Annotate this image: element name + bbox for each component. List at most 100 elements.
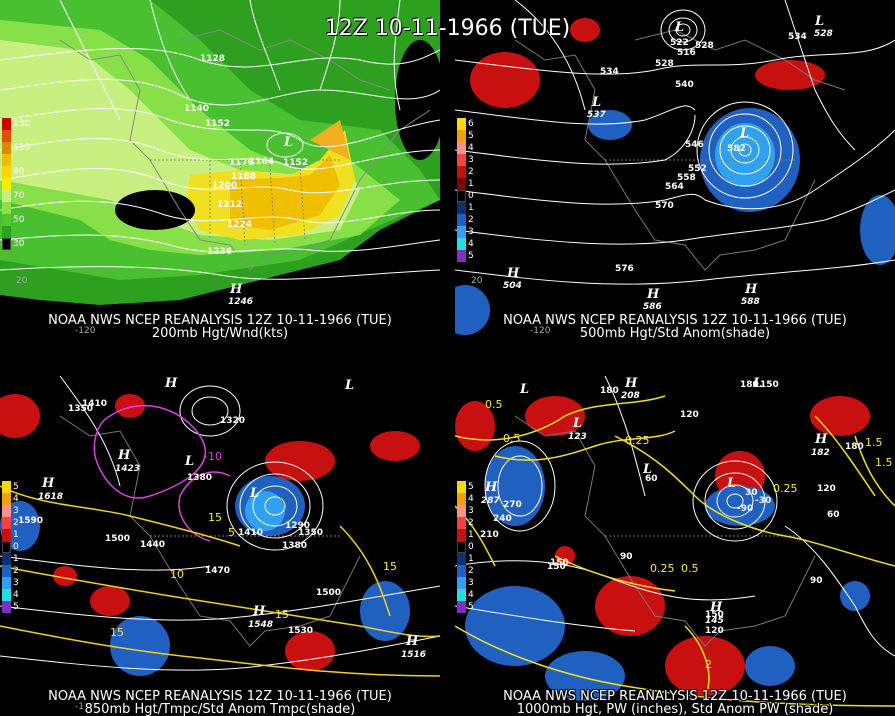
legend-label: 5 — [468, 482, 474, 492]
legend-swatch — [457, 154, 466, 166]
legend-swatch — [457, 601, 466, 613]
temperature-label: -10 — [204, 450, 222, 463]
high-pressure-marker: H — [507, 266, 520, 281]
legend-swatch — [2, 130, 11, 142]
main-title: 12Z 10-11-1966 (TUE) — [324, 16, 571, 41]
legend-swatch — [2, 565, 11, 577]
legend-label: 130 — [13, 119, 31, 129]
contour-label: 30 — [745, 488, 758, 498]
contour-label: 1500 — [105, 534, 131, 544]
contour-label: 564 — [665, 182, 684, 192]
contour-label: 120 — [705, 626, 724, 636]
legend-label: 110 — [13, 143, 31, 153]
legend-swatch — [2, 541, 11, 553]
legend-label: 4 — [468, 143, 474, 153]
extrema-value: 145 — [705, 616, 724, 626]
legend-swatch — [457, 505, 466, 517]
legend-label: 5 — [468, 602, 474, 612]
contour-label: 1212 — [217, 200, 243, 210]
legend-label: 2 — [13, 566, 19, 576]
legend-label: 3 — [13, 578, 19, 588]
legend-label: 1 — [13, 554, 19, 564]
panel-caption-line1: NOAA NWS NCEP REANALYSIS 12Z 10-11-1966 … — [48, 689, 392, 704]
legend-swatch — [2, 493, 11, 505]
low-pressure-marker: L — [753, 376, 763, 391]
contour-label: 1350 — [68, 404, 94, 414]
contour-label: 1152 — [205, 119, 231, 129]
legend-swatch — [457, 202, 466, 214]
legend-label: 1 — [468, 530, 474, 540]
legend-swatch — [2, 154, 11, 166]
legend-swatch — [457, 517, 466, 529]
legend-label: 50 — [13, 215, 25, 225]
pw-label: 0.25 — [773, 482, 798, 495]
legend-swatch — [457, 577, 466, 589]
legend-label: 70 — [13, 191, 25, 201]
low-pressure-marker: L — [520, 382, 530, 397]
pw-label: 1.5 — [865, 436, 883, 449]
temperature-label: 15 — [110, 626, 124, 639]
high-pressure-marker: H — [625, 376, 638, 391]
legend-label: 1 — [468, 179, 474, 189]
longitude-label: -120 — [530, 326, 551, 336]
contour-label: 1440 — [140, 540, 166, 550]
contour-label: 1350 — [298, 528, 324, 538]
contour-label: 210 — [480, 530, 499, 540]
contour-label: 1380 — [187, 473, 213, 483]
legend-swatch — [2, 166, 11, 178]
legend-swatch — [457, 553, 466, 565]
contour-label: 576 — [615, 264, 634, 274]
low-pressure-marker: L — [185, 454, 195, 469]
contour-label: 1236 — [207, 247, 233, 257]
contour-label: 1152 — [283, 158, 309, 168]
contour-label: 546 — [685, 140, 704, 150]
legend-swatch — [457, 118, 466, 130]
contour-label: 1140 — [184, 104, 210, 114]
contour-label: 1224 — [227, 220, 253, 230]
legend-label: 5 — [468, 251, 474, 261]
legend-swatch — [457, 589, 466, 601]
panel-caption-line2: 850mb Hgt/Tmpc/Std Anom Tmpc(shade) — [84, 702, 356, 716]
contour-label: 1200 — [212, 181, 238, 191]
legend-swatch — [457, 238, 466, 250]
panel-caption-line1: NOAA NWS NCEP REANALYSIS 12Z 10-11-1966 … — [503, 313, 847, 328]
legend-label: 4 — [13, 494, 19, 504]
legend-label: 3 — [468, 578, 474, 588]
extrema-value: 123 — [568, 432, 587, 442]
legend-swatch — [2, 517, 11, 529]
pw-label: 0.25 — [650, 562, 675, 575]
high-pressure-marker: H — [42, 476, 55, 491]
contour-label: 570 — [655, 201, 674, 211]
legend-swatch — [2, 202, 11, 214]
legend-swatch — [2, 553, 11, 565]
contour-label: 150 — [550, 558, 569, 568]
extrema-value: 588 — [741, 297, 760, 307]
extrema-value: 287 — [481, 496, 500, 506]
low-pressure-marker: L — [727, 476, 737, 491]
contour-label: 180 — [600, 386, 619, 396]
panel-500mb-height-anomaly: 6 5 4 3 2 1 0 1 2 3 4 5 534 528 540 546 552 558 564… — [455, 0, 895, 340]
panel-caption-line2: 200mb Hgt/Wnd(kts) — [151, 326, 289, 341]
contour-label: 1590 — [18, 516, 44, 526]
legend-label: 4 — [13, 590, 19, 600]
extrema-value: 208 — [621, 391, 640, 401]
contour-label: 516 — [677, 48, 696, 58]
high-pressure-marker: H — [118, 448, 131, 463]
legend-swatch — [2, 118, 11, 130]
contour-label: 60 — [645, 474, 658, 484]
contour-label: 1470 — [205, 566, 231, 576]
latitude-label: 20 — [471, 276, 483, 286]
panel-200mb-height-wind: 130 110 90 70 50 30 1128 1140 1152 1164 1176 … — [0, 0, 440, 340]
contour-label: 150 — [760, 380, 779, 390]
legend-label: 5 — [468, 131, 474, 141]
legend-label: 2 — [468, 518, 474, 528]
low-pressure-marker: L — [250, 486, 260, 501]
high-pressure-marker: H — [710, 600, 723, 615]
legend-swatch — [2, 529, 11, 541]
temperature-label: 5 — [228, 526, 235, 539]
high-pressure-marker: H — [485, 480, 498, 495]
high-pressure-marker: H — [165, 376, 178, 391]
legend-swatch — [457, 178, 466, 190]
legend-label: 1 — [468, 554, 474, 564]
